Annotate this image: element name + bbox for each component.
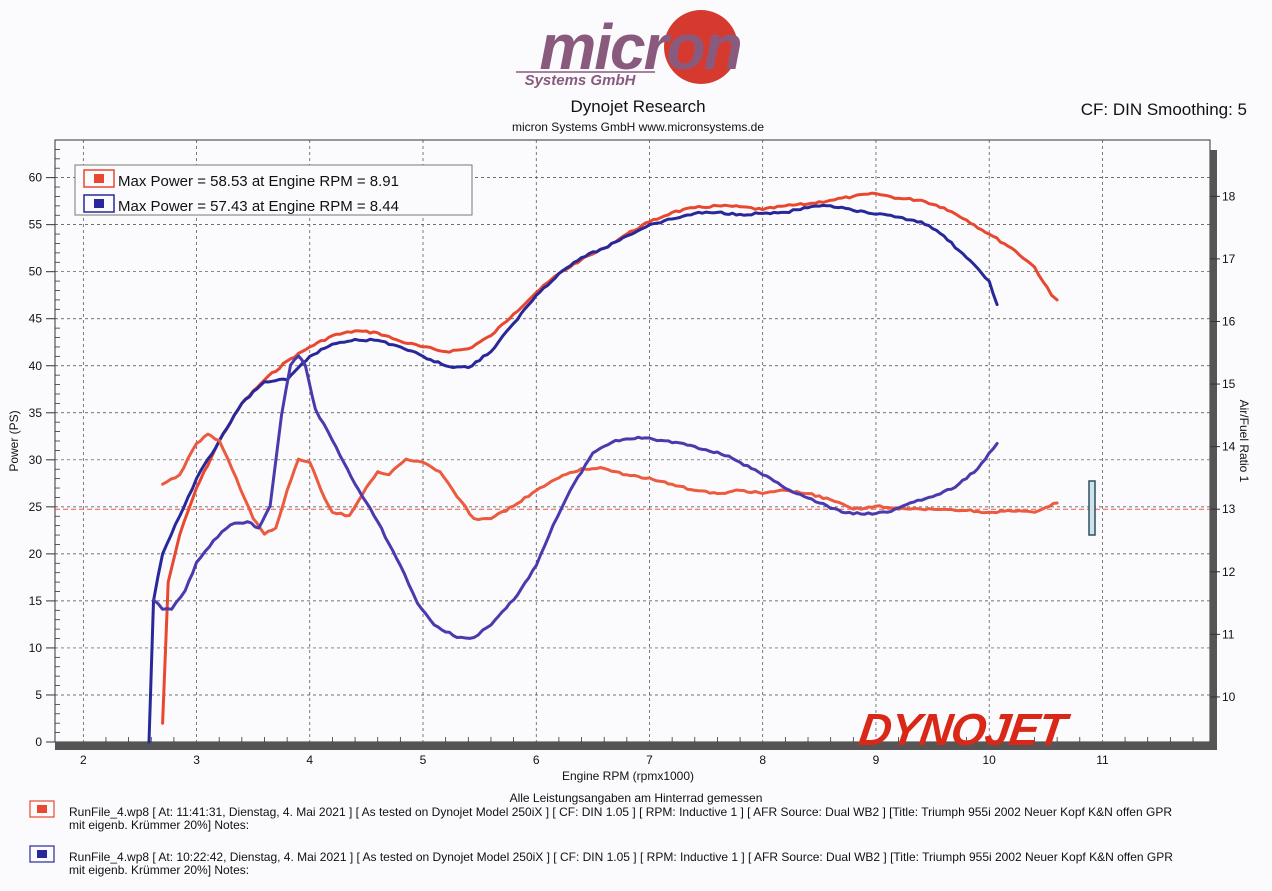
- run-red-line1: RunFile_4.wp8 [ At: 11:41:31, Dienstag, …: [69, 805, 1172, 819]
- y2-tick-label: 11: [1222, 627, 1235, 641]
- dynojet-logo: DYNOJET: [856, 704, 1073, 755]
- settings-label: CF: DIN Smoothing: 5: [1081, 100, 1247, 119]
- x-tick-label: 11: [1096, 753, 1109, 767]
- legend-red-swatch: [94, 174, 104, 183]
- legend-entry-blue: Max Power = 57.43 at Engine RPM = 8.44: [118, 198, 399, 215]
- run-info-red: RunFile_4.wp8 [ At: 11:41:31, Dienstag, …: [29, 800, 1172, 832]
- x-tick-label: 10: [983, 753, 997, 767]
- micron-logo-subtext: Systems GmbH: [525, 72, 637, 89]
- y-tick-label: 60: [29, 171, 43, 185]
- micron-logo-disc: [664, 10, 738, 84]
- y-tick-label: 25: [29, 500, 43, 514]
- y-tick-label: 5: [35, 688, 42, 702]
- x-tick-label: 9: [873, 753, 880, 767]
- y2-tick-label: 14: [1222, 440, 1236, 454]
- run-blue-swatch: [37, 850, 47, 858]
- legend-blue-frame: [83, 194, 115, 213]
- x-tick-label: 4: [306, 753, 313, 767]
- page-subtitle: micron Systems GmbH www.micronsystems.de: [512, 120, 764, 134]
- axis-ticks: 2 3 4 5 6 7 8 9 10 110510152025303540455055601011…: [29, 149, 1236, 767]
- power-line-blue: [147, 203, 999, 744]
- y2-tick-label: 18: [1222, 189, 1236, 203]
- legend-entry-red: Max Power = 58.53 at Engine RPM = 8.91: [118, 173, 399, 190]
- x-tick-label: 8: [759, 753, 766, 767]
- x-tick-label: 2: [80, 753, 87, 767]
- y-tick-label: 0: [35, 735, 42, 749]
- x-tick-label: 6: [533, 753, 540, 767]
- y2-axis-label: Air/Fuel Ratio 1: [1237, 400, 1251, 483]
- y-tick-label: 55: [29, 218, 43, 232]
- run-blue-frame: [29, 845, 55, 863]
- y-tick-label: 45: [29, 312, 43, 326]
- bottom-axis-bar: [55, 742, 1217, 750]
- y2-tick-label: 13: [1222, 502, 1236, 516]
- legend-blue-swatch: [94, 199, 104, 208]
- plot-area: [54, 139, 1211, 743]
- run-blue-line1: RunFile_4.wp8 [ At: 10:22:42, Dienstag, …: [69, 850, 1173, 864]
- afr-line-blue: [152, 354, 999, 640]
- data-lines: [147, 191, 1059, 744]
- x-tick-label: 5: [420, 753, 427, 767]
- micron-logo-text: micron: [539, 11, 740, 83]
- y-tick-label: 30: [29, 453, 43, 467]
- afr-line-red: [161, 432, 1059, 536]
- y2-tick-label: 12: [1222, 565, 1236, 579]
- footnote: Alle Leistungsangaben am Hinterrad gemes…: [510, 791, 763, 805]
- y-tick-label: 50: [29, 265, 43, 279]
- y2-tick-label: 15: [1222, 377, 1236, 391]
- y2-tick-label: 10: [1222, 690, 1236, 704]
- run-red-line2: mit eigenb. Krümmer 20%] Notes:: [69, 818, 249, 832]
- x-axis-label: Engine RPM (rpmx1000): [562, 769, 694, 783]
- y-tick-label: 40: [29, 359, 43, 373]
- legend: Max Power = 58.53 at Engine RPM = 8.91 M…: [74, 164, 473, 216]
- run-red-swatch: [37, 805, 47, 813]
- y-tick-label: 20: [29, 547, 43, 561]
- run-red-frame: [29, 800, 55, 818]
- run-info-blue: RunFile_4.wp8 [ At: 10:22:42, Dienstag, …: [29, 845, 1173, 877]
- y2-tick-label: 17: [1222, 252, 1236, 266]
- cursor-marker[interactable]: [1088, 480, 1096, 536]
- legend-box: [74, 164, 473, 216]
- y-tick-label: 10: [29, 641, 43, 655]
- grid: [55, 140, 1210, 742]
- x-tick-label: 3: [193, 753, 200, 767]
- y-tick-label: 35: [29, 406, 43, 420]
- dynojet-logo-text: DYNOJET: [856, 704, 1073, 755]
- micron-logo: micron Systems GmbH: [516, 10, 743, 89]
- y-tick-label: 15: [29, 594, 43, 608]
- y2-tick-label: 16: [1222, 314, 1236, 328]
- page-title: Dynojet Research: [570, 97, 705, 116]
- run-blue-line2: mit eigenb. Krümmer 20%] Notes:: [69, 863, 249, 877]
- y-axis-label: Power (PS): [7, 410, 21, 471]
- legend-red-frame: [83, 169, 115, 188]
- x-tick-label: 7: [646, 753, 653, 767]
